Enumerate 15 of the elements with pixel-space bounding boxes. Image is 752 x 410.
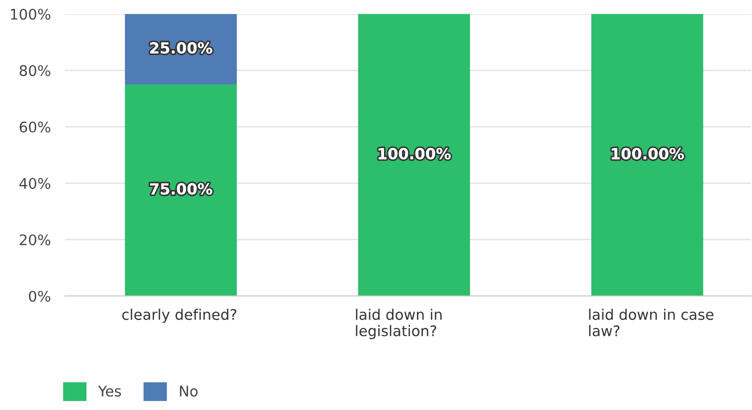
legend-label: Yes <box>98 386 121 397</box>
y-tick-label: 80% <box>20 65 50 76</box>
y-tick-label: 100% <box>11 8 50 20</box>
data-label: 25.00% <box>150 42 212 54</box>
x-tick-label: clearly defined? <box>122 308 236 323</box>
y-tick-label: 60% <box>20 122 50 133</box>
x-tick-label: laid down in case law? <box>589 308 714 336</box>
y-tick-label: 20% <box>20 234 50 246</box>
y-tick-label: 0% <box>28 290 50 302</box>
legend-label: No <box>180 386 198 397</box>
data-label: 100.00% <box>612 148 684 160</box>
data-label: 100.00% <box>378 148 451 160</box>
y-tick-label: 40% <box>19 178 50 189</box>
x-tick-label: laid down in legislation? <box>356 308 442 340</box>
data-label: 75.00% <box>150 183 212 195</box>
